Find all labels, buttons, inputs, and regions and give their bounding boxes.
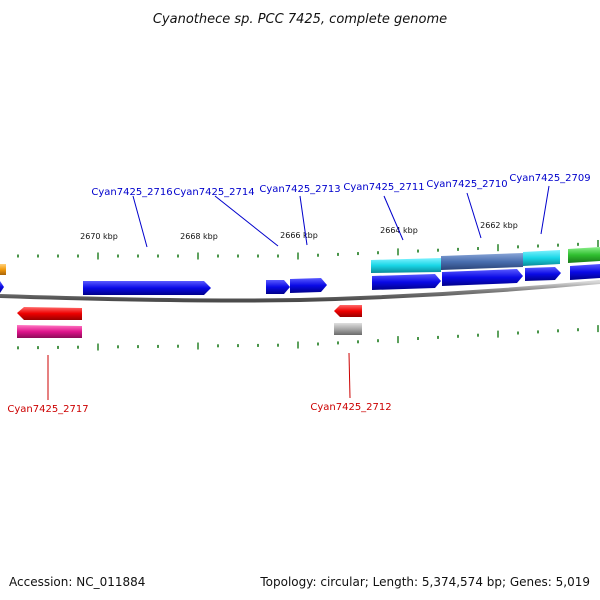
gene-arrow[interactable]: [441, 253, 523, 270]
map-title: Cyanothece sp. PCC 7425, complete genome: [153, 12, 447, 27]
gene-arrow[interactable]: [442, 269, 523, 286]
reverse-genes: [17, 305, 362, 338]
gene-label[interactable]: Cyan7425_2709: [509, 173, 590, 184]
scale-label: 2662 kbp: [480, 221, 518, 230]
gene-label[interactable]: Cyan7425_2712: [310, 402, 391, 413]
gene-arrow[interactable]: [568, 247, 600, 263]
accession-text: Accession: NC_011884: [9, 575, 145, 589]
gene-arrow[interactable]: [525, 267, 561, 281]
gene-arrow[interactable]: [290, 278, 327, 293]
gene-arrow[interactable]: [0, 281, 4, 293]
gene-label[interactable]: Cyan7425_2714: [173, 187, 254, 198]
scale-label: 2670 kbp: [80, 232, 118, 241]
gene-arrow[interactable]: [266, 280, 290, 294]
gene-label[interactable]: Cyan7425_2713: [259, 184, 340, 195]
callout-line: [214, 195, 279, 247]
genome-summary-text: Topology: circular; Length: 5,374,574 bp…: [259, 575, 590, 589]
callout-line: [540, 185, 550, 235]
scale-ticks-top: [17, 239, 599, 260]
callout-lines: [132, 185, 550, 248]
gene-label[interactable]: Cyan7425_2717: [7, 404, 88, 415]
scale-label: 2666 kbp: [280, 231, 318, 240]
gene-label[interactable]: Cyan7425_2711: [343, 182, 424, 193]
gene-label[interactable]: Cyan7425_2710: [426, 179, 507, 190]
callout-line: [348, 352, 351, 399]
callout-line: [132, 195, 148, 248]
gene-arrow[interactable]: [523, 250, 560, 266]
forward-genes-outer: [0, 247, 600, 275]
callout-lines-reverse: [47, 352, 351, 400]
gene-arrow[interactable]: [0, 264, 6, 275]
gene-arrow[interactable]: [83, 281, 211, 295]
gene-arrow[interactable]: [570, 264, 600, 280]
genome-backbone: [0, 280, 600, 303]
gene-arrow[interactable]: [17, 307, 82, 320]
gene-labels-forward: Cyan7425_2716 Cyan7425_2714 Cyan7425_271…: [91, 173, 590, 198]
scale-ticks-bottom: [17, 325, 599, 351]
gene-arrow[interactable]: [17, 325, 82, 338]
gene-arrow[interactable]: [372, 274, 441, 290]
gene-labels-reverse: Cyan7425_2717 Cyan7425_2712: [7, 402, 391, 415]
gene-arrow[interactable]: [334, 323, 362, 335]
callout-line: [299, 195, 308, 246]
gene-arrow[interactable]: [371, 258, 441, 273]
gene-arrow[interactable]: [334, 305, 362, 317]
scale-label: 2668 kbp: [180, 232, 218, 241]
gene-label[interactable]: Cyan7425_2716: [91, 187, 172, 198]
forward-genes-inner: [0, 264, 600, 295]
scale-labels: 2670 kbp 2668 kbp 2666 kbp 2664 kbp 2662…: [80, 221, 518, 241]
callout-line: [466, 192, 482, 239]
callout-line: [383, 195, 404, 241]
